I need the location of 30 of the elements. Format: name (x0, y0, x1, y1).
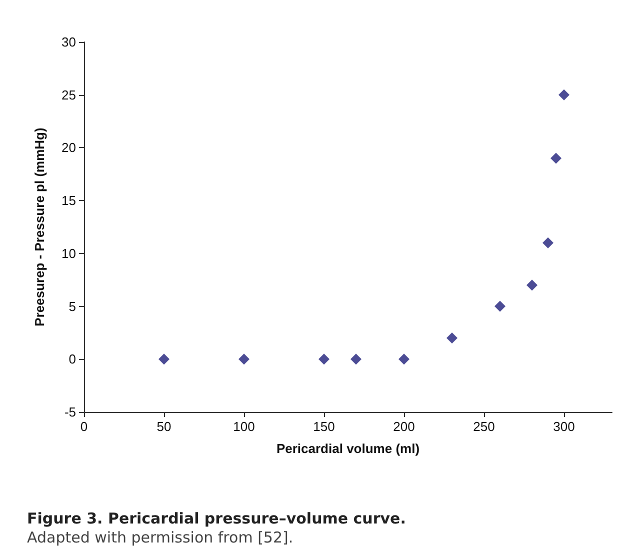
x-tick-label: 250 (473, 419, 495, 434)
y-tick-label: 0 (68, 352, 76, 367)
x-tick-label: 0 (80, 419, 88, 434)
point (542, 237, 554, 248)
x-tick-label: 300 (553, 419, 575, 434)
y-tick-label: 10 (62, 246, 76, 261)
point (238, 354, 250, 365)
point (350, 354, 362, 365)
y-tick-label: 5 (68, 298, 76, 314)
point (158, 354, 170, 365)
y-tick-label: 25 (62, 87, 76, 102)
y-tick-label: 15 (62, 193, 76, 208)
x-tick-label: 100 (233, 419, 255, 434)
point (550, 152, 562, 164)
y-tick-label: 30 (62, 34, 76, 50)
point (558, 89, 570, 100)
point (494, 300, 506, 312)
point (398, 354, 410, 365)
y-axis-title: Preesurep - Pressure pl (mmHg) (32, 128, 47, 326)
point (318, 354, 330, 365)
text: Adapted with permission from [52]. (27, 528, 294, 546)
y-tick-label: 20 (62, 140, 76, 156)
x-tick-label: 150 (313, 419, 335, 434)
text: Figure 3. Pericardial pressure–volume curve. (27, 510, 406, 528)
point (446, 332, 458, 344)
point (526, 280, 538, 291)
x-axis-title: Pericardial volume (ml) (276, 441, 420, 456)
x-tick-label: 50 (156, 419, 172, 434)
x-tick-label: 200 (393, 419, 415, 434)
y-tick-label: -5 (64, 404, 76, 420)
